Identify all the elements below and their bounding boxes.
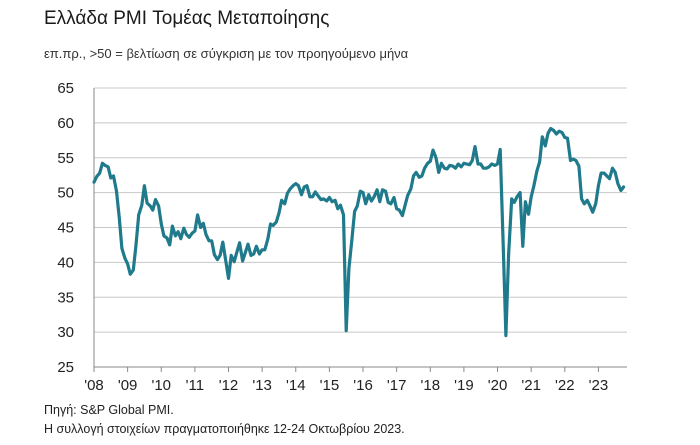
x-tick-labels: '08 '09 '10 '11 '12 '13 '14 '15 '16 '17 '18 '19 '20 '… <box>84 377 608 394</box>
x-tick-label: '19 <box>454 377 474 394</box>
x-tick-label: '10 <box>151 377 171 394</box>
x-tick-label: '14 <box>286 377 306 394</box>
x-tick-label: '20 <box>488 377 508 394</box>
x-tick-label: '21 <box>521 377 541 394</box>
y-tick-label: 50 <box>57 185 74 202</box>
y-tick-labels: 25 30 35 40 45 50 55 60 65 <box>57 80 74 376</box>
y-tick-label: 65 <box>57 80 74 97</box>
x-tick-label: '12 <box>219 377 239 394</box>
source-note: Πηγή: S&P Global PMI. <box>44 403 174 417</box>
y-tick-label: 30 <box>57 324 74 341</box>
x-tick-label: '23 <box>589 377 609 394</box>
axes <box>93 88 627 372</box>
series-layer <box>92 126 626 338</box>
x-tick-label: '13 <box>252 377 272 394</box>
x-tick-label: '08 <box>84 377 104 394</box>
x-tick-label: '17 <box>387 377 407 394</box>
x-tick-label: '09 <box>118 377 138 394</box>
x-tick-label: '18 <box>420 377 440 394</box>
y-tick-label: 35 <box>57 289 74 306</box>
y-tick-label: 60 <box>57 115 74 132</box>
y-tick-label: 25 <box>57 359 74 376</box>
x-tick-label: '22 <box>555 377 575 394</box>
series-line <box>92 126 626 338</box>
chart-title: Ελλάδα PMI Τομέας Μεταποίησης <box>44 8 330 29</box>
x-tick-label: '16 <box>353 377 373 394</box>
y-tick-label: 55 <box>57 150 74 167</box>
grid-lines <box>94 87 627 333</box>
chart-subtitle: επ.πρ., >50 = βελτίωση σε σύγκριση με το… <box>44 46 409 61</box>
y-tick-label: 45 <box>57 220 74 237</box>
x-tick-label: '15 <box>320 377 340 394</box>
x-tick-label: '11 <box>186 377 204 394</box>
collection-note: Η συλλογή στοιχείων πραγματοποιήθηκε 12-… <box>44 422 405 436</box>
y-tick-label: 40 <box>57 254 74 271</box>
